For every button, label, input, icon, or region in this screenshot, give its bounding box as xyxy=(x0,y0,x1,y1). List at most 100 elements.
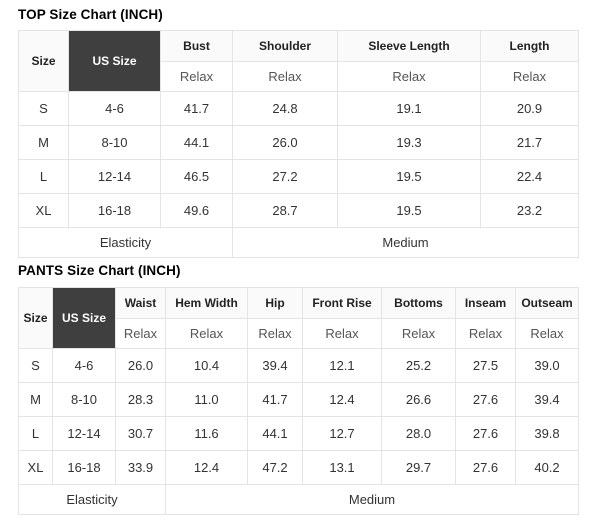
measurement-value-cell: 12.1 xyxy=(302,348,382,383)
measurement-value-cell: 12.4 xyxy=(302,382,382,417)
size-value-cell: XL xyxy=(18,450,53,485)
us-size-value-cell: 4-6 xyxy=(52,348,116,383)
measurement-value-cell: 28.0 xyxy=(381,416,456,451)
measurement-value-cell: 11.0 xyxy=(165,382,248,417)
table-row: XL 16-18 33.9 12.4 47.2 13.1 29.7 27.6 4… xyxy=(18,450,579,485)
elasticity-value-cell: Medium xyxy=(165,484,579,515)
measurement-value-cell: 49.6 xyxy=(160,193,233,228)
size-value-cell: L xyxy=(18,416,53,451)
measurement-value-cell: 41.7 xyxy=(247,382,303,417)
measurement-value-cell: 25.2 xyxy=(381,348,456,383)
relax-cell: Relax xyxy=(480,61,579,92)
top-size-chart-table: Size US Size Bust Shoulder Sleeve Length… xyxy=(18,30,579,258)
column-header-waist: Waist xyxy=(115,287,166,319)
measurement-value-cell: 27.6 xyxy=(455,450,516,485)
us-size-value-cell: 16-18 xyxy=(68,193,161,228)
column-header-bottoms: Bottoms xyxy=(381,287,456,319)
relax-cell: Relax xyxy=(515,318,579,349)
table-row: L 12-14 46.5 27.2 19.5 22.4 xyxy=(18,159,579,194)
measurement-value-cell: 44.1 xyxy=(160,125,233,160)
size-value-cell: XL xyxy=(18,193,69,228)
measurement-value-cell: 19.1 xyxy=(337,91,481,126)
relax-cell: Relax xyxy=(165,318,248,349)
column-header-bust: Bust xyxy=(160,30,233,62)
measurement-value-cell: 24.8 xyxy=(232,91,338,126)
us-size-value-cell: 16-18 xyxy=(52,450,116,485)
elasticity-value-cell: Medium xyxy=(232,227,579,258)
measurement-value-cell: 44.1 xyxy=(247,416,303,451)
measurement-value-cell: 26.0 xyxy=(232,125,338,160)
measurement-value-cell: 27.6 xyxy=(455,382,516,417)
size-value-cell: L xyxy=(18,159,69,194)
us-size-header-cell: US Size xyxy=(52,287,116,349)
measurement-value-cell: 41.7 xyxy=(160,91,233,126)
relax-cell: Relax xyxy=(302,318,382,349)
measurement-value-cell: 19.5 xyxy=(337,159,481,194)
measurement-value-cell: 23.2 xyxy=(480,193,579,228)
table-row: L 12-14 30.7 11.6 44.1 12.7 28.0 27.6 39… xyxy=(18,416,579,451)
column-header-shoulder: Shoulder xyxy=(232,30,338,62)
measurement-value-cell: 27.6 xyxy=(455,416,516,451)
column-header-inseam: Inseam xyxy=(455,287,516,319)
column-header-length: Length xyxy=(480,30,579,62)
measurement-value-cell: 26.6 xyxy=(381,382,456,417)
column-header-hip: Hip xyxy=(247,287,303,319)
measurement-value-cell: 12.4 xyxy=(165,450,248,485)
table-row: XL 16-18 49.6 28.7 19.5 23.2 xyxy=(18,193,579,228)
measurement-value-cell: 20.9 xyxy=(480,91,579,126)
measurement-value-cell: 30.7 xyxy=(115,416,166,451)
column-header-sleeve-length: Sleeve Length xyxy=(337,30,481,62)
size-header-cell: Size xyxy=(18,287,53,349)
relax-cell: Relax xyxy=(115,318,166,349)
measurement-value-cell: 22.4 xyxy=(480,159,579,194)
us-size-value-cell: 12-14 xyxy=(52,416,116,451)
measurement-value-cell: 29.7 xyxy=(381,450,456,485)
us-size-value-cell: 4-6 xyxy=(68,91,161,126)
measurement-value-cell: 19.3 xyxy=(337,125,481,160)
top-size-chart-title: TOP Size Chart (INCH) xyxy=(18,7,163,22)
table-row: M 8-10 44.1 26.0 19.3 21.7 xyxy=(18,125,579,160)
measurement-value-cell: 39.8 xyxy=(515,416,579,451)
measurement-value-cell: 13.1 xyxy=(302,450,382,485)
measurement-value-cell: 27.2 xyxy=(232,159,338,194)
relax-cell: Relax xyxy=(160,61,233,92)
us-size-value-cell: 8-10 xyxy=(68,125,161,160)
size-value-cell: M xyxy=(18,125,69,160)
size-value-cell: S xyxy=(18,348,53,383)
relax-cell: Relax xyxy=(455,318,516,349)
pants-size-chart-table: Size US Size Waist Hem Width Hip Front R… xyxy=(18,287,579,515)
measurement-value-cell: 26.0 xyxy=(115,348,166,383)
measurement-value-cell: 11.6 xyxy=(165,416,248,451)
measurement-value-cell: 39.4 xyxy=(247,348,303,383)
column-header-outseam: Outseam xyxy=(515,287,579,319)
relax-cell: Relax xyxy=(337,61,481,92)
measurement-value-cell: 46.5 xyxy=(160,159,233,194)
table-row: S 4-6 41.7 24.8 19.1 20.9 xyxy=(18,91,579,126)
size-value-cell: M xyxy=(18,382,53,417)
us-size-header-cell: US Size xyxy=(68,30,161,92)
measurement-value-cell: 12.7 xyxy=(302,416,382,451)
table-row: M 8-10 28.3 11.0 41.7 12.4 26.6 27.6 39.… xyxy=(18,382,579,417)
relax-cell: Relax xyxy=(232,61,338,92)
column-header-hem-width: Hem Width xyxy=(165,287,248,319)
measurement-value-cell: 47.2 xyxy=(247,450,303,485)
elasticity-label-cell: Elasticity xyxy=(18,484,166,515)
measurement-value-cell: 28.3 xyxy=(115,382,166,417)
size-header-cell: Size xyxy=(18,30,69,92)
measurement-value-cell: 19.5 xyxy=(337,193,481,228)
us-size-value-cell: 8-10 xyxy=(52,382,116,417)
pants-size-chart-title: PANTS Size Chart (INCH) xyxy=(18,263,181,278)
column-header-front-rise: Front Rise xyxy=(302,287,382,319)
relax-cell: Relax xyxy=(247,318,303,349)
us-size-value-cell: 12-14 xyxy=(68,159,161,194)
table-row: S 4-6 26.0 10.4 39.4 12.1 25.2 27.5 39.0 xyxy=(18,348,579,383)
measurement-value-cell: 39.0 xyxy=(515,348,579,383)
measurement-value-cell: 21.7 xyxy=(480,125,579,160)
measurement-value-cell: 10.4 xyxy=(165,348,248,383)
measurement-value-cell: 40.2 xyxy=(515,450,579,485)
measurement-value-cell: 28.7 xyxy=(232,193,338,228)
measurement-value-cell: 27.5 xyxy=(455,348,516,383)
measurement-value-cell: 33.9 xyxy=(115,450,166,485)
relax-cell: Relax xyxy=(381,318,456,349)
